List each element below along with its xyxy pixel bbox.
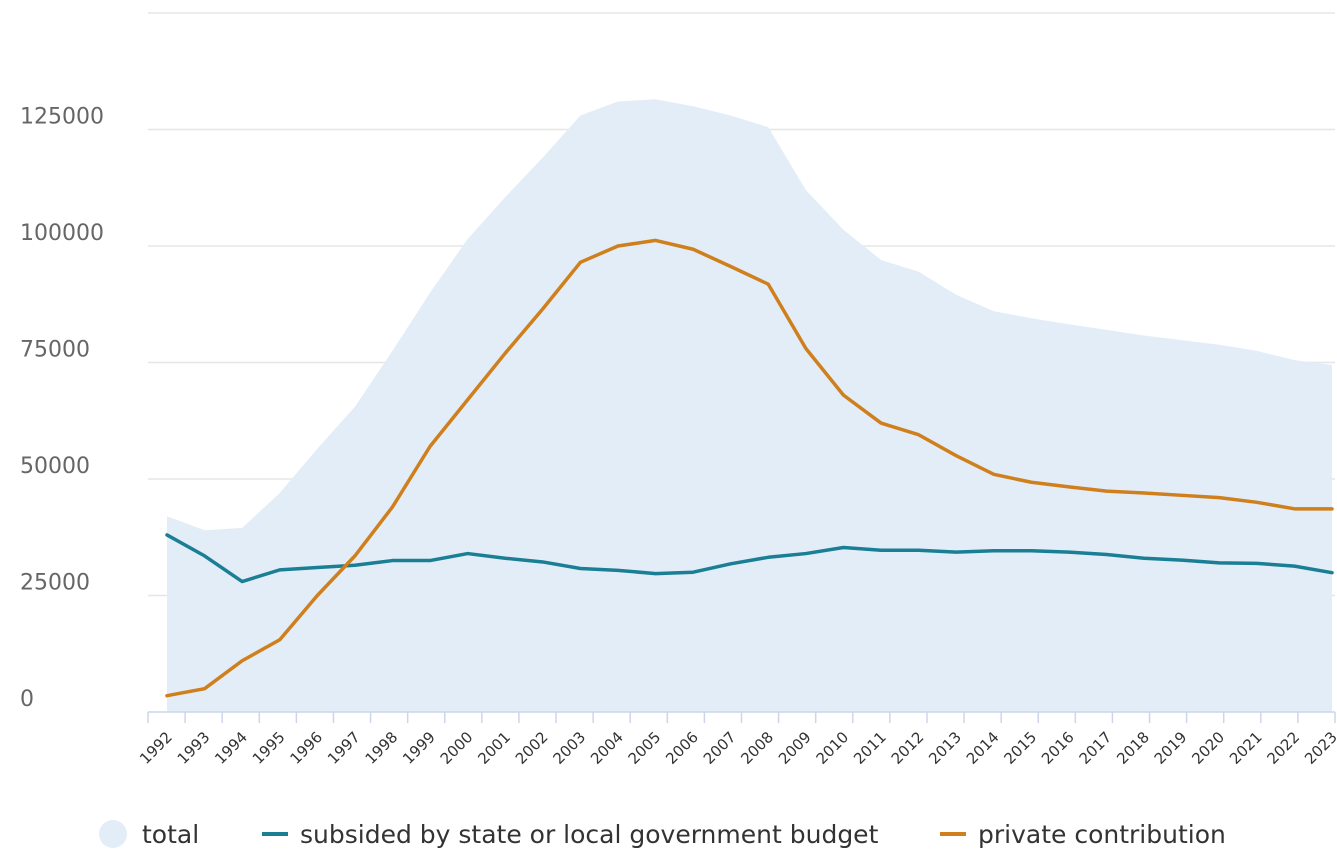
y-axis-tick-labels: 0 25000 50000 75000 100000 125000 xyxy=(20,105,104,713)
x-tick-label: 2006 xyxy=(662,728,702,768)
x-tick-label: 2001 xyxy=(474,728,514,768)
x-tick-label: 2021 xyxy=(1226,728,1266,768)
x-tick-label: 2011 xyxy=(850,728,890,768)
x-tick-label: 2016 xyxy=(1038,728,1078,768)
x-tick-label: 2008 xyxy=(737,728,777,768)
x-tick-label: 1998 xyxy=(362,728,402,768)
x-tick-label: 1997 xyxy=(324,728,364,768)
x-tick-label: 1992 xyxy=(136,728,176,768)
y-tick-label: 100000 xyxy=(20,221,104,246)
x-tick-label: 2019 xyxy=(1151,728,1191,768)
y-tick-label: 75000 xyxy=(20,338,90,363)
legend-label: subsided by state or local government bu… xyxy=(300,820,879,849)
x-tick-label: 2017 xyxy=(1076,728,1116,768)
y-tick-label: 0 xyxy=(20,687,34,712)
legend-item-1[interactable]: subsided by state or local government bu… xyxy=(262,820,879,849)
x-tick-label: 2010 xyxy=(813,728,853,768)
x-tick-label: 2013 xyxy=(925,728,965,768)
y-tick-label: 25000 xyxy=(20,571,90,596)
legend-item-0[interactable]: total xyxy=(99,820,199,849)
x-tick-label: 2007 xyxy=(700,728,740,768)
x-tick-label: 2009 xyxy=(775,728,815,768)
legend-label: private contribution xyxy=(978,820,1226,849)
x-tick-label: 1995 xyxy=(249,728,289,768)
x-axis-tick-labels: 1992199319941995199619971998199920002001… xyxy=(136,728,1337,768)
x-tick-label: 2020 xyxy=(1188,728,1228,768)
x-tick-label: 2004 xyxy=(587,728,627,768)
x-tick-label: 2018 xyxy=(1113,728,1153,768)
x-axis xyxy=(147,711,1336,723)
x-tick-label: 1994 xyxy=(211,728,251,768)
legend-label: total xyxy=(142,820,199,849)
x-tick-label: 2002 xyxy=(512,728,552,768)
x-tick-label: 2014 xyxy=(963,728,1003,768)
x-tick-label: 2023 xyxy=(1301,728,1337,768)
x-tick-label: 2015 xyxy=(1000,728,1040,768)
y-tick-label: 50000 xyxy=(20,454,90,479)
legend: total subsided by state or local governme… xyxy=(99,820,1226,849)
series-lines xyxy=(165,238,1334,698)
x-tick-label: 1996 xyxy=(286,728,326,768)
x-tick-label: 1999 xyxy=(399,728,439,768)
x-tick-label: 2003 xyxy=(549,728,589,768)
legend-item-2[interactable]: private contribution xyxy=(940,820,1226,849)
x-tick-label: 2005 xyxy=(625,728,665,768)
x-tick-label: 2000 xyxy=(437,728,477,768)
y-tick-label: 125000 xyxy=(20,105,104,130)
x-tick-label: 2012 xyxy=(888,728,928,768)
x-tick-label: 1993 xyxy=(174,728,214,768)
line-series-1 xyxy=(165,533,1334,584)
area-total xyxy=(167,99,1332,712)
legend-swatch xyxy=(99,820,127,848)
x-tick-label: 2022 xyxy=(1264,728,1304,768)
total-area-layer xyxy=(167,99,1332,712)
line-series-2 xyxy=(165,238,1334,698)
